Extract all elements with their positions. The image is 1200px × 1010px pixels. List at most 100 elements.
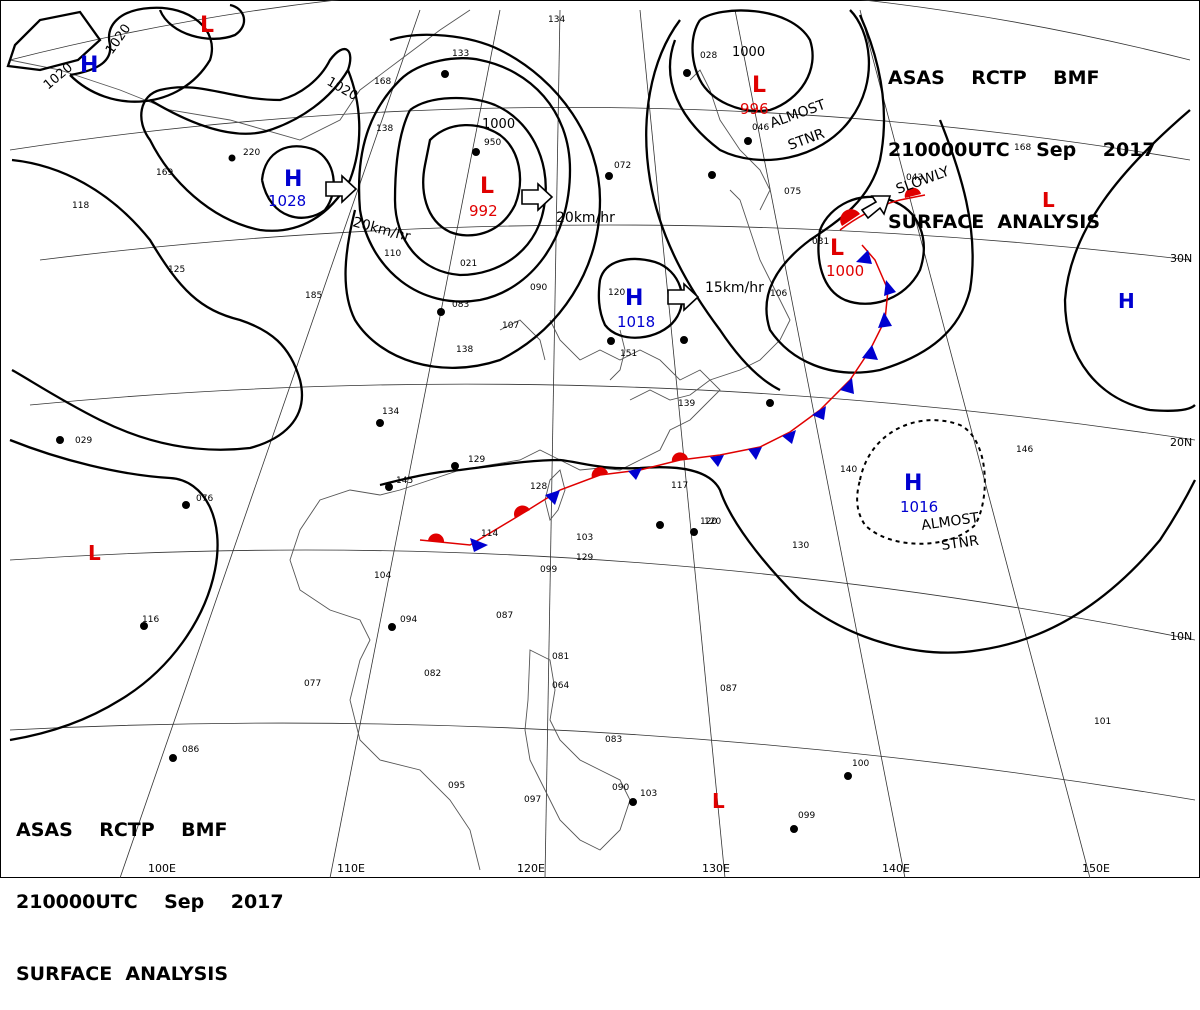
- header-line-2: 210000UTC Sep 2017: [888, 139, 1156, 161]
- high-center-letter: H: [1118, 289, 1135, 313]
- station-markers: [56, 69, 852, 833]
- isobar-label: 1000: [482, 117, 515, 132]
- coastlines: [9, 9, 791, 871]
- header-line-1: ASAS RCTP BMF: [16, 819, 228, 841]
- station-value: 028: [700, 51, 717, 61]
- station-value: 076: [196, 494, 213, 504]
- station-value: 114: [481, 529, 498, 539]
- isobars: [6, 3, 1197, 742]
- station-value: 031: [812, 237, 829, 247]
- station-value: 220: [243, 148, 260, 158]
- weather-chart: 30N 20N 10N 100E 110E 120E 130E 140E 150…: [0, 0, 1200, 878]
- low-center-letter: L: [1042, 188, 1055, 212]
- low-center-letter: L: [752, 73, 766, 98]
- low-center-letter: L: [830, 236, 844, 261]
- station-value: 081: [552, 652, 569, 662]
- low-center-letter: L: [200, 13, 214, 38]
- chart-header-top-right: ASAS RCTP BMF 210000UTC Sep 2017 SURFACE…: [888, 18, 1156, 258]
- station-value: 106: [770, 289, 787, 299]
- station-value: 086: [182, 745, 199, 755]
- station-value: 029: [75, 436, 92, 446]
- station-value: 099: [798, 811, 815, 821]
- movement-speed-label: 15km/hr: [705, 280, 764, 296]
- station-value: 950: [484, 138, 501, 148]
- station-value: 103: [640, 789, 657, 799]
- lon-label-150e: 150E: [1082, 862, 1110, 875]
- station-value: 083: [605, 735, 622, 745]
- high-center-letter: H: [80, 53, 98, 78]
- station-value: 097: [524, 795, 541, 805]
- station-value: 133: [452, 49, 469, 59]
- station-value: 129: [576, 553, 593, 563]
- station-value: 140: [840, 465, 857, 475]
- header-line-1: ASAS RCTP BMF: [888, 67, 1100, 89]
- high-center-letter: H: [284, 167, 302, 192]
- low-center-letter: L: [480, 174, 494, 199]
- movement-arrows: [325, 174, 892, 312]
- station-value: 077: [304, 679, 321, 689]
- station-value: 100: [852, 759, 869, 769]
- header-line-3: SURFACE ANALYSIS: [888, 211, 1101, 233]
- station-value: 134: [382, 407, 399, 417]
- station-value: 128: [530, 482, 547, 492]
- movement-speed-label: 20km/hr: [556, 210, 615, 226]
- high-center-letter: H: [625, 286, 643, 311]
- station-value: 120: [704, 517, 721, 527]
- station-value: 104: [374, 571, 391, 581]
- station-plot-values: 134 133 220 169 118 125 185 168 138 950 …: [72, 15, 1111, 821]
- station-value: 138: [376, 124, 393, 134]
- station-value: 117: [671, 481, 688, 491]
- station-value: 139: [678, 399, 695, 409]
- station-value: 169: [156, 168, 173, 178]
- station-value: 107: [502, 321, 519, 331]
- pressure-centers: L H H 1028 L 992 H 1018 L 996 L 1000 L H…: [80, 13, 1135, 813]
- station-value: 118: [72, 201, 89, 211]
- station-value: 101: [1094, 717, 1111, 727]
- lat-label-10n: 10N: [1170, 630, 1192, 643]
- station-value: 146: [1016, 445, 1033, 455]
- header-line-2: 210000UTC Sep 2017: [16, 891, 284, 913]
- low-center-value: 996: [740, 100, 769, 118]
- station-value: 134: [548, 15, 565, 25]
- low-center-value: 992: [469, 202, 498, 220]
- lon-label-110e: 110E: [337, 862, 365, 875]
- station-value: 094: [400, 615, 417, 625]
- station-value: 168: [1014, 143, 1031, 153]
- station-value: 120: [700, 517, 717, 527]
- station-value: 145: [396, 476, 413, 486]
- station-value: 046: [752, 123, 769, 133]
- lon-label-130e: 130E: [702, 862, 730, 875]
- longitude-labels: 100E 110E 120E 130E 140E 150E: [148, 862, 1110, 875]
- station-value: 043: [906, 173, 923, 183]
- station-value: 168: [374, 77, 391, 87]
- lon-label-120e: 120E: [517, 862, 545, 875]
- lon-label-100e: 100E: [148, 862, 176, 875]
- station-value: 110: [384, 249, 401, 259]
- station-value: 095: [448, 781, 465, 791]
- high-center-value: 1016: [900, 498, 938, 516]
- latitude-labels: 30N 20N 10N: [1170, 252, 1192, 643]
- station-value: 090: [612, 783, 629, 793]
- station-value: 021: [460, 259, 477, 269]
- station-value: 103: [576, 533, 593, 543]
- lon-label-140e: 140E: [882, 862, 910, 875]
- low-center-letter: L: [712, 789, 725, 813]
- station-value: 087: [496, 611, 513, 621]
- station-value: 116: [142, 615, 159, 625]
- station-value: 072: [614, 161, 631, 171]
- station-value: 129: [468, 455, 485, 465]
- station-value: 083: [452, 300, 469, 310]
- lat-label-20n: 20N: [1170, 436, 1192, 449]
- station-value: 138: [456, 345, 473, 355]
- high-center-value: 1028: [268, 192, 306, 210]
- station-value: 082: [424, 669, 441, 679]
- station-value: 075: [784, 187, 801, 197]
- isobar-label: 1000: [732, 45, 765, 60]
- station-value: 125: [168, 265, 185, 275]
- station-value: 151: [620, 349, 637, 359]
- stationary-front: [419, 244, 896, 552]
- lat-label-30n: 30N: [1170, 252, 1192, 265]
- almost-stnr-label: STNR: [940, 533, 980, 554]
- station-value: 064: [552, 681, 569, 691]
- station-value: 120: [608, 288, 625, 298]
